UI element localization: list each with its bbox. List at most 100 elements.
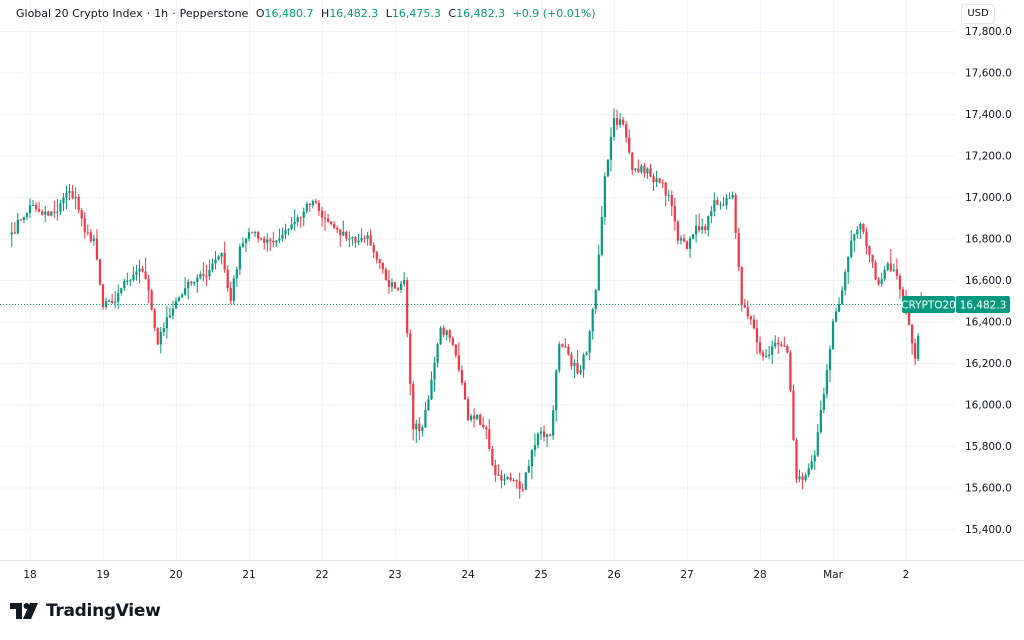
candle-body	[68, 190, 71, 193]
candle-body	[363, 237, 366, 239]
candle-up	[208, 259, 211, 280]
candle-body	[506, 477, 509, 480]
candle-body	[561, 344, 564, 347]
candle-up	[235, 266, 238, 287]
candle-body	[22, 217, 26, 220]
candle-body	[542, 431, 546, 437]
candle-body	[114, 301, 117, 303]
candle-body	[603, 176, 606, 218]
candle-up	[305, 201, 308, 214]
candle-down	[466, 396, 470, 421]
time-axis[interactable]: 18 19 20 21 22 23 24 25 26 27 28 Mar 2	[23, 569, 909, 581]
candle-body	[831, 321, 835, 349]
candle-up	[62, 192, 65, 211]
candle-down	[661, 179, 664, 189]
candle-up	[357, 233, 360, 246]
candle-up	[193, 281, 196, 287]
candle-body	[555, 370, 558, 411]
candle-up	[585, 351, 588, 356]
candle-body	[41, 211, 44, 215]
candle-up	[850, 230, 853, 259]
candle-body	[737, 233, 740, 267]
candle-up	[238, 243, 241, 276]
candle-body	[819, 409, 822, 433]
candle-down	[299, 216, 302, 228]
candle-up	[804, 472, 807, 483]
candle-up	[199, 271, 202, 280]
candle-down	[260, 237, 263, 241]
candle-body	[98, 259, 102, 285]
candle-down	[393, 281, 397, 289]
candle-body	[16, 219, 19, 234]
candle-down	[454, 344, 457, 358]
candle-body	[293, 221, 296, 225]
candle-body	[731, 194, 734, 198]
candle-up	[728, 192, 731, 200]
candle-up	[886, 261, 889, 272]
candle-up	[856, 226, 859, 239]
candle-body	[92, 238, 95, 242]
candle-body	[798, 476, 801, 480]
candle-down	[737, 227, 740, 272]
candle-up	[606, 158, 610, 178]
candle-down	[889, 249, 892, 273]
candle-body	[360, 237, 363, 241]
candle-up	[603, 172, 606, 225]
candle-body	[177, 297, 181, 301]
candle-body	[442, 327, 445, 335]
candle-down	[758, 336, 762, 356]
tradingview-logo-icon	[10, 603, 38, 619]
candle-down	[761, 349, 765, 361]
candle-down	[743, 299, 746, 309]
candle-body	[132, 274, 135, 280]
candle-body	[469, 415, 473, 421]
candle-body	[217, 256, 220, 260]
low-label: L	[385, 7, 392, 20]
candle-body	[241, 243, 245, 247]
candle-up	[107, 299, 111, 303]
candle-up	[74, 187, 77, 210]
candle-body	[38, 209, 41, 212]
candle-body	[34, 204, 38, 210]
candle-up	[424, 401, 427, 428]
candle-up	[436, 342, 439, 368]
candle-body	[752, 319, 756, 329]
candle-body	[44, 211, 47, 215]
candle-body	[783, 345, 786, 347]
symbol-name[interactable]: Global 20 Crypto Index	[16, 7, 143, 20]
candle-body	[326, 218, 330, 222]
candle-up	[552, 405, 555, 440]
candle-up	[184, 277, 187, 296]
candle-up	[44, 205, 47, 223]
price-tick-label: 15,600.0	[965, 483, 1012, 495]
currency-button[interactable]: USD	[961, 4, 995, 24]
price-tick-label: 15,400.0	[965, 524, 1012, 536]
grid	[0, 0, 955, 560]
candle-down	[740, 266, 743, 312]
price-tick-label: 16,600.0	[965, 275, 1012, 287]
candle-up	[117, 284, 120, 309]
candle-up	[771, 340, 774, 365]
candle-up	[439, 326, 442, 346]
tradingview-logo[interactable]: TradingView	[10, 601, 161, 621]
candle-body	[810, 461, 813, 469]
candle-down	[673, 197, 676, 231]
candle-up	[880, 272, 883, 287]
candle-down	[515, 479, 518, 489]
candle-up	[558, 341, 561, 374]
candle-down	[308, 202, 311, 213]
candle-up	[399, 280, 403, 294]
candle-body	[466, 399, 470, 421]
candle-body	[576, 362, 579, 374]
candle-body	[150, 290, 153, 310]
candle-up	[123, 278, 126, 291]
candle-down	[71, 185, 74, 200]
candle-body	[859, 223, 862, 230]
candle-down	[269, 237, 272, 252]
price-axis[interactable]: 15,400.0 15,600.0 15,800.0 16,000.0 16,200.0…	[965, 26, 1012, 536]
candle-down	[576, 350, 579, 375]
candle-body	[844, 272, 847, 291]
candle-up	[701, 218, 704, 234]
candle-up	[798, 469, 801, 483]
